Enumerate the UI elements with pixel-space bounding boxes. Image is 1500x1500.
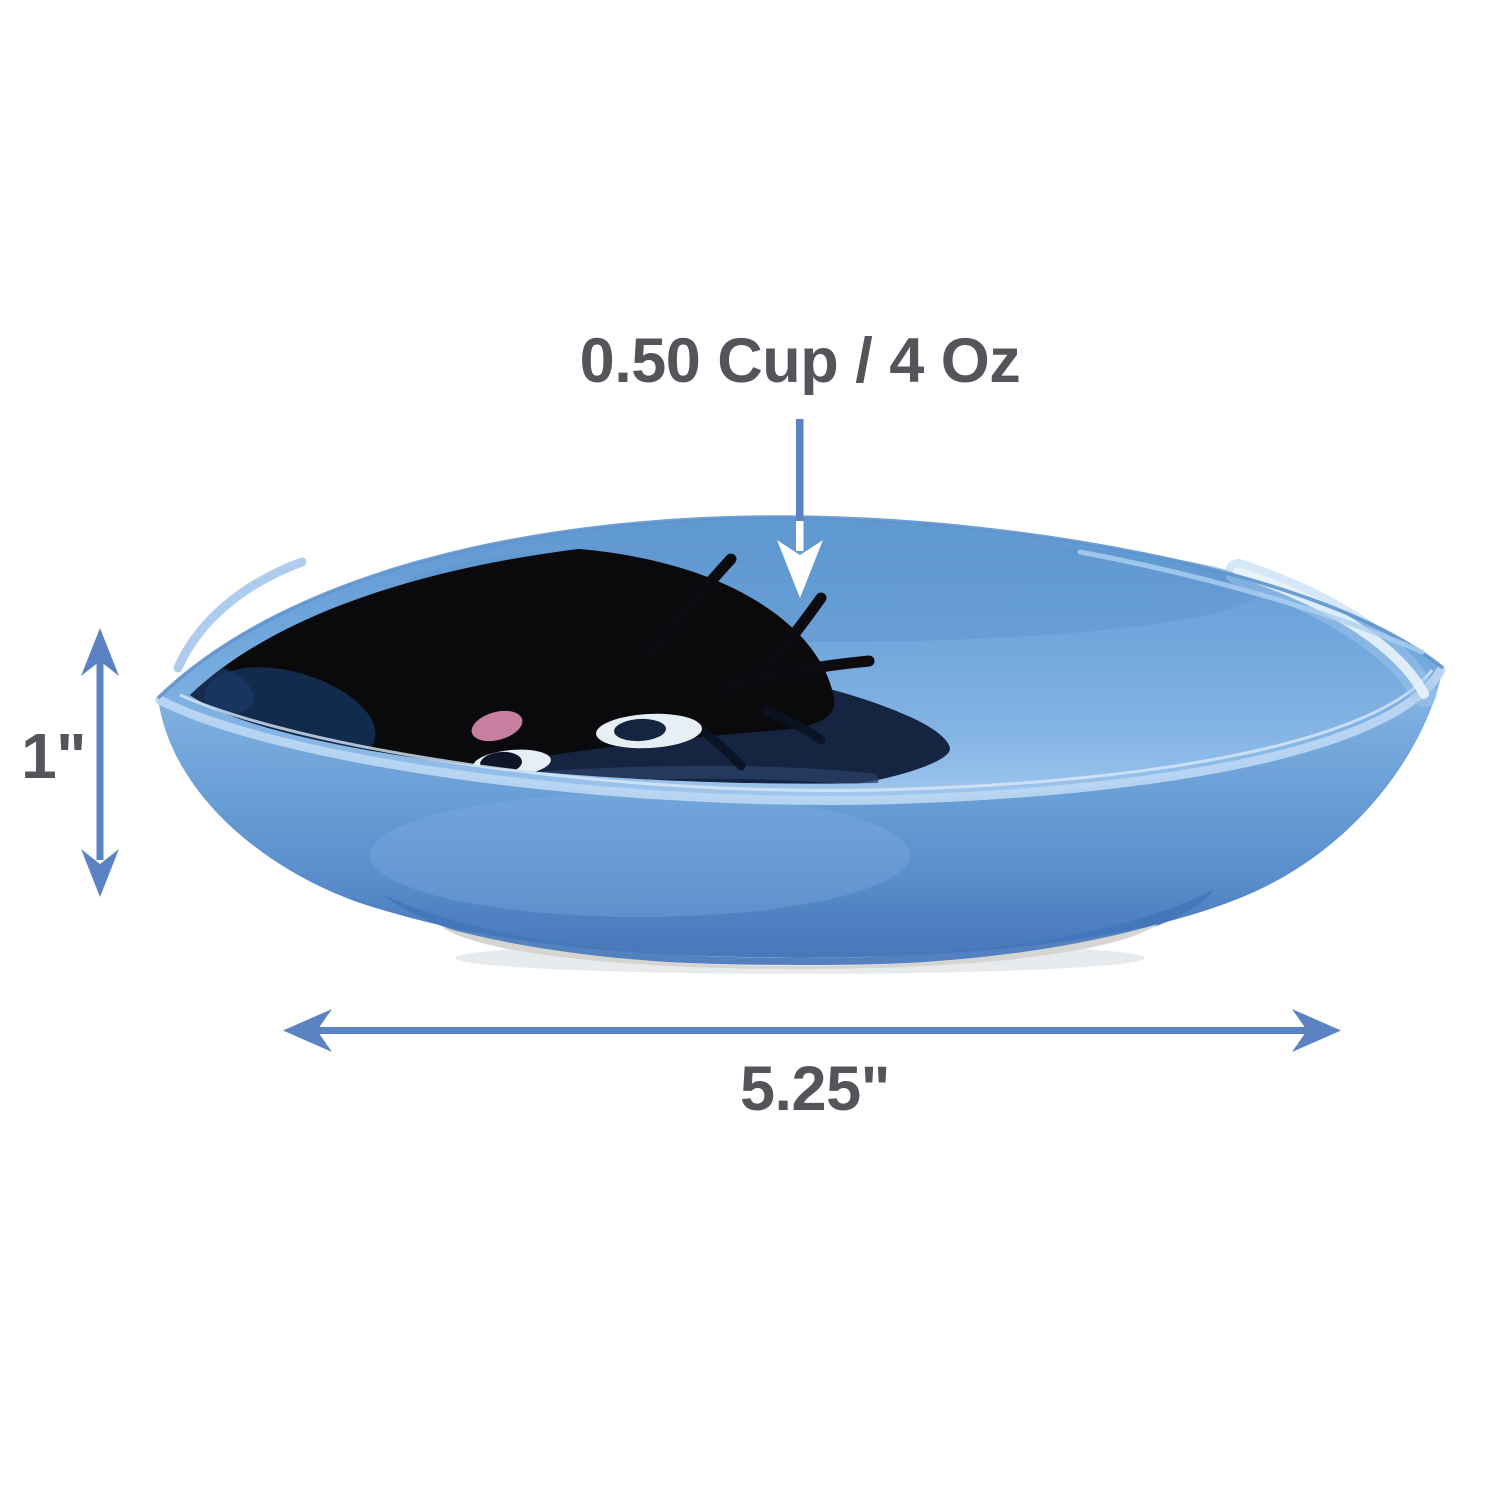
plate-wall-sheen — [370, 793, 910, 917]
rim-lip-highlight — [155, 665, 1446, 805]
height-arrow-head-bottom — [81, 849, 119, 897]
whisker-upper-left — [644, 553, 737, 660]
rim-lip-inner-line — [179, 669, 1434, 792]
capacity-label: 0.50 Cup / 4 Oz — [579, 326, 1021, 396]
width-arrow-icon — [283, 1009, 1341, 1052]
height-arrow-icon — [81, 628, 119, 897]
plate-outer-wall — [158, 668, 1443, 958]
cat-right-pupil — [614, 718, 666, 742]
width-arrow-shaft — [316, 1027, 1316, 1034]
cat-face-sheen — [533, 765, 879, 784]
width-arrow-head-right — [1292, 1009, 1341, 1052]
left-inner-highlight — [173, 557, 307, 673]
capacity-arrow-shaft-white — [796, 521, 804, 551]
capacity-arrow-shaft-blue — [796, 419, 804, 522]
face-whisker-shadow-1 — [761, 706, 826, 745]
plate-base-band — [383, 890, 1213, 965]
cat-whiskers — [644, 553, 875, 693]
capacity-arrow-head — [777, 540, 823, 598]
width-label: 5.25" — [740, 1054, 891, 1124]
whisker-right — [721, 655, 875, 693]
face-whisker-shadow-2 — [699, 727, 746, 771]
far-rim-top-highlight — [1077, 549, 1425, 655]
width-arrow-head-left — [283, 1009, 332, 1052]
plate-foot-ring — [442, 924, 1158, 969]
far-rim-edge — [156, 515, 1445, 700]
height-arrow-shaft — [96, 660, 104, 860]
capacity-arrow-icon — [777, 419, 823, 598]
height-arrow-head-top — [81, 628, 119, 676]
height-label: 1" — [21, 720, 86, 792]
cat-nose — [471, 710, 523, 742]
cat-face-whisker-shadows — [699, 706, 826, 771]
